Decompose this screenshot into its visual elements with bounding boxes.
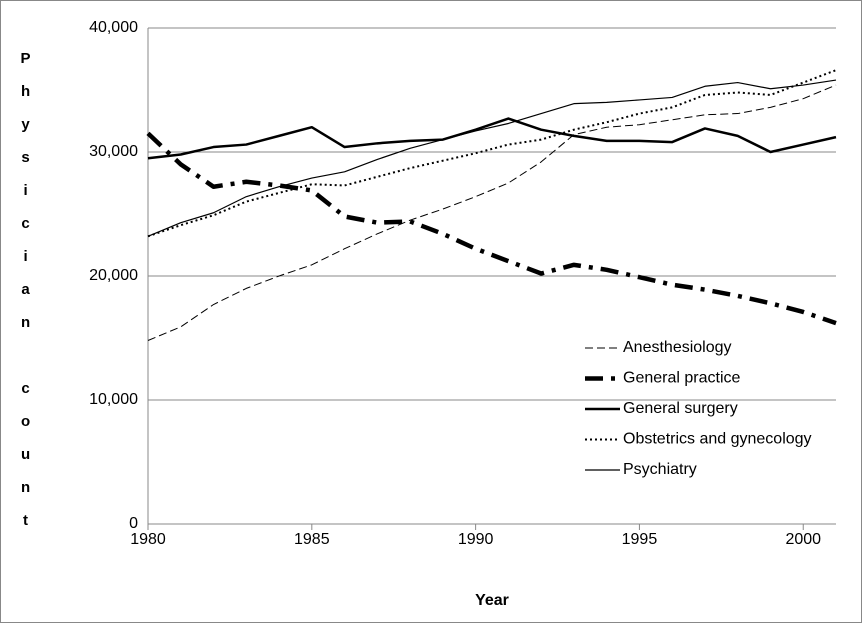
legend-label: Psychiatry xyxy=(623,461,697,478)
series-line xyxy=(147,117,837,160)
series-line xyxy=(147,84,837,341)
legend-label: General practice xyxy=(623,370,740,387)
y-tick-label: 30,000 xyxy=(89,143,138,160)
series-line xyxy=(147,69,837,238)
y-tick-label: 0 xyxy=(129,515,138,532)
legend-label: General surgery xyxy=(623,400,738,417)
legend-label: Anesthesiology xyxy=(623,339,732,356)
legend-label: Obstetrics and gynecology xyxy=(623,431,812,448)
series-line xyxy=(147,79,837,237)
y-tick-label: 10,000 xyxy=(89,391,138,408)
x-tick-label: 1980 xyxy=(130,531,166,548)
x-tick-label: 1995 xyxy=(622,531,658,548)
x-tick-label: 1985 xyxy=(294,531,330,548)
x-tick-label: 2000 xyxy=(785,531,821,548)
y-tick-label: 40,000 xyxy=(89,19,138,36)
x-axis-label: Year xyxy=(475,592,509,609)
x-tick-label: 1990 xyxy=(458,531,494,548)
y-tick-label: 20,000 xyxy=(89,267,138,284)
y-axis-label: Physician count xyxy=(17,50,34,545)
series-line xyxy=(146,131,837,326)
